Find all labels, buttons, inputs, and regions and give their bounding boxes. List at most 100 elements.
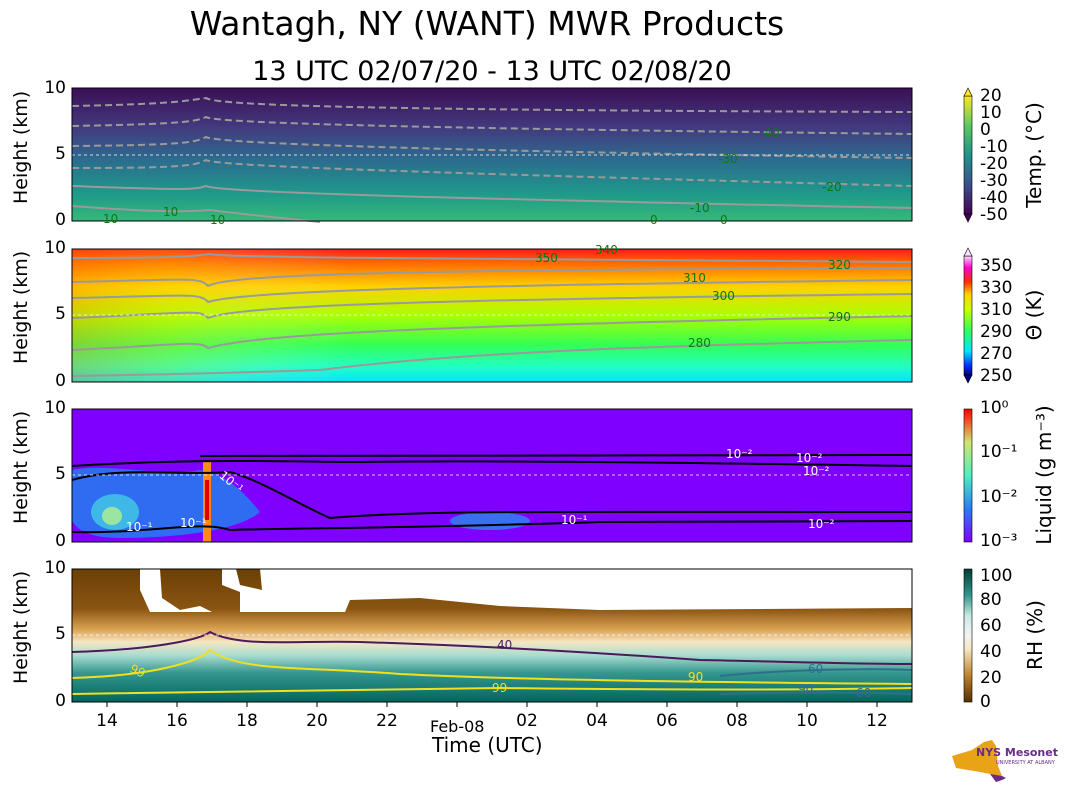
theta-contour-label: 280 xyxy=(688,336,711,350)
liquid-contour-label: 10⁻¹ xyxy=(561,513,588,527)
temp-ytick: 10 xyxy=(44,78,66,98)
x-tick-label: 12 xyxy=(866,711,888,731)
theta-cb-tick: 290 xyxy=(980,322,1013,342)
x-date-label: Feb-08 xyxy=(430,717,485,736)
rh-ytick: 10 xyxy=(44,558,66,578)
theta-ytick: 5 xyxy=(55,304,66,324)
temp-cb-tick: -20 xyxy=(980,154,1008,174)
rh-missing-region xyxy=(150,569,912,612)
temp-cb-tick: -40 xyxy=(980,188,1008,208)
x-tick-label: 10 xyxy=(796,711,818,731)
rh-contour-line xyxy=(71,648,913,685)
theta-cb-tick: 350 xyxy=(980,256,1013,276)
temp-cb-tick: 0 xyxy=(980,120,991,140)
rh-contour-line xyxy=(71,686,913,695)
ny-state-icon xyxy=(952,740,1006,782)
theta-contour-label: 290 xyxy=(828,310,851,324)
theta-frame xyxy=(71,248,913,383)
rh-colorbar-label: RH (%) xyxy=(1023,600,1047,670)
temp-colorbar-extend-bottom xyxy=(963,213,973,223)
rh-contour-label: 60 xyxy=(808,662,824,676)
theta-cb-tick: 250 xyxy=(980,366,1013,386)
theta-ytick: 10 xyxy=(44,238,66,258)
theta-ytick: 0 xyxy=(55,371,66,391)
liquid-contour-label: 10⁻² xyxy=(726,447,753,461)
rh-ytick: 0 xyxy=(55,691,66,711)
rh-cb-tick: 60 xyxy=(980,616,1002,636)
theta-contour-label: 350 xyxy=(535,251,558,265)
temperature-field xyxy=(72,88,912,221)
rh-cb-tick: 40 xyxy=(980,642,1002,662)
temp-contour-line xyxy=(71,96,913,113)
x-tick-marks xyxy=(106,702,878,707)
liquid-panel xyxy=(71,408,913,543)
liquid-cb-tick: 10⁻² xyxy=(980,487,1018,507)
temp-contour-label: 10 xyxy=(103,212,119,226)
x-tick-label: 06 xyxy=(656,711,678,731)
rh-contour-line xyxy=(719,668,913,677)
liquid-cb-tick: 10⁻¹ xyxy=(980,442,1018,462)
temp-contour-line xyxy=(71,205,321,223)
x-tick-label: 08 xyxy=(726,711,748,731)
subtitle: 13 UTC 02/07/20 - 13 UTC 02/08/20 xyxy=(252,56,732,87)
rh-panel xyxy=(71,568,913,703)
rh-missing-region xyxy=(140,569,212,612)
liquid-cb-tick: 10⁻³ xyxy=(980,531,1018,551)
rh-cb-tick: 100 xyxy=(980,566,1013,586)
rh-cb-tick: 80 xyxy=(980,590,1002,610)
temp-contour-line xyxy=(71,115,913,135)
liquid-contour-label: 10⁻¹ xyxy=(180,516,207,530)
theta-colorbar-extend-top xyxy=(963,247,973,257)
theta-colorbar-label: Θ (K) xyxy=(1022,289,1046,341)
temperature-frame xyxy=(71,87,913,222)
theta-contour-label: 310 xyxy=(683,271,706,285)
rh-contour-label: 99 xyxy=(492,681,508,695)
x-tick-label: 04 xyxy=(586,711,608,731)
theta-cb-tick: 310 xyxy=(980,300,1013,320)
theta-colorbar-extend-bottom xyxy=(963,374,973,384)
temperature-panel xyxy=(71,87,913,223)
liquid-contour-label: 10⁻¹ xyxy=(126,520,153,534)
temp-contour-label: 0 xyxy=(650,213,658,227)
liquid-contour-line xyxy=(71,470,913,520)
theta-contour-label: 300 xyxy=(712,289,735,303)
theta-contour-line xyxy=(71,267,913,288)
theta-contour-line xyxy=(71,315,913,351)
rh-cb-tick: 0 xyxy=(980,692,991,712)
rh-contour-line xyxy=(719,691,913,695)
temp-contour-label: 0 xyxy=(720,213,728,227)
liquid-contour-label: 10⁻² xyxy=(803,464,830,478)
rh-colorbar xyxy=(963,568,973,703)
rh-contour-line xyxy=(71,630,913,665)
rh-cb-tick: 20 xyxy=(980,668,1002,688)
x-axis-label: Time (UTC) xyxy=(432,733,543,757)
temp-contour-label: -10 xyxy=(690,201,710,215)
temp-contour-line xyxy=(71,135,913,159)
liquid-cloud-region xyxy=(102,507,122,525)
temp-cb-tick: -30 xyxy=(980,171,1008,191)
liquid-contour-line xyxy=(71,520,913,534)
rh-frame xyxy=(71,568,913,703)
liquid-peak-region xyxy=(205,480,209,520)
logo-subtext: UNIVERSITY AT ALBANY xyxy=(996,760,1055,766)
theta-cb-tick: 330 xyxy=(980,278,1013,298)
liquid-cloud-region xyxy=(450,512,530,530)
rh-contour-label: 90 xyxy=(798,682,814,696)
theta-cb-tick: 270 xyxy=(980,344,1013,364)
theta-contour-line xyxy=(71,252,913,263)
liquid-colorbar xyxy=(963,408,973,543)
liquid-colorbar-label: Liquid (g m⁻³) xyxy=(1032,405,1056,545)
x-tick-label: 16 xyxy=(166,711,188,731)
theta-panel xyxy=(71,248,913,383)
theta-colorbar xyxy=(963,255,973,376)
temp-contour-label: -40 xyxy=(760,126,780,140)
x-tick-label: 22 xyxy=(376,711,398,731)
temp-contour-line xyxy=(71,158,913,187)
liquid-contour-label: 10⁻² xyxy=(808,517,835,531)
main-title: Wantagh, NY (WANT) MWR Products xyxy=(189,4,785,43)
temp-contour-label: 10 xyxy=(163,205,179,219)
temp-contour-label: 10 xyxy=(210,213,226,227)
temp-colorbar xyxy=(963,95,973,215)
temp-colorbar-extend-top xyxy=(963,87,973,97)
x-tick-label: 18 xyxy=(236,711,258,731)
